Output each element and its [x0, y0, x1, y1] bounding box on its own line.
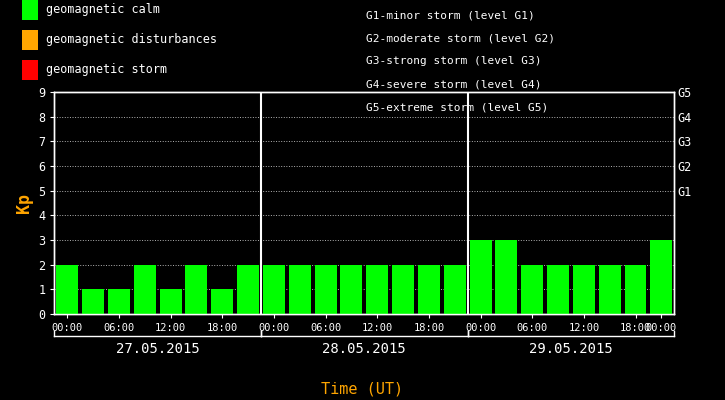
Text: geomagnetic storm: geomagnetic storm: [46, 64, 167, 76]
Bar: [650, 240, 672, 314]
Y-axis label: Kp: Kp: [14, 193, 33, 213]
Text: G5-extreme storm (level G5): G5-extreme storm (level G5): [366, 103, 548, 113]
Text: geomagnetic disturbances: geomagnetic disturbances: [46, 34, 218, 46]
Bar: [495, 240, 518, 314]
Bar: [599, 265, 621, 314]
Bar: [237, 265, 259, 314]
Text: G1-minor storm (level G1): G1-minor storm (level G1): [366, 10, 535, 20]
Bar: [418, 265, 440, 314]
Bar: [444, 265, 465, 314]
Text: Time (UT): Time (UT): [321, 381, 404, 396]
Bar: [521, 265, 543, 314]
Bar: [57, 265, 78, 314]
Bar: [366, 265, 388, 314]
Bar: [186, 265, 207, 314]
Bar: [289, 265, 311, 314]
Bar: [547, 265, 569, 314]
Bar: [108, 289, 130, 314]
Text: 27.05.2015: 27.05.2015: [116, 342, 199, 356]
Text: G3-strong storm (level G3): G3-strong storm (level G3): [366, 56, 542, 66]
Text: 28.05.2015: 28.05.2015: [323, 342, 406, 356]
Bar: [82, 289, 104, 314]
Bar: [211, 289, 233, 314]
Text: G4-severe storm (level G4): G4-severe storm (level G4): [366, 80, 542, 90]
Text: geomagnetic calm: geomagnetic calm: [46, 4, 160, 16]
Bar: [470, 240, 492, 314]
Bar: [341, 265, 362, 314]
Bar: [263, 265, 285, 314]
Text: 29.05.2015: 29.05.2015: [529, 342, 613, 356]
Bar: [392, 265, 414, 314]
Text: G2-moderate storm (level G2): G2-moderate storm (level G2): [366, 33, 555, 43]
Bar: [160, 289, 181, 314]
Bar: [624, 265, 647, 314]
Bar: [134, 265, 156, 314]
Bar: [315, 265, 336, 314]
Bar: [573, 265, 594, 314]
